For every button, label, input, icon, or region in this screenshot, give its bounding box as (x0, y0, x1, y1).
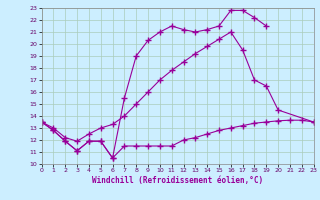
X-axis label: Windchill (Refroidissement éolien,°C): Windchill (Refroidissement éolien,°C) (92, 176, 263, 185)
